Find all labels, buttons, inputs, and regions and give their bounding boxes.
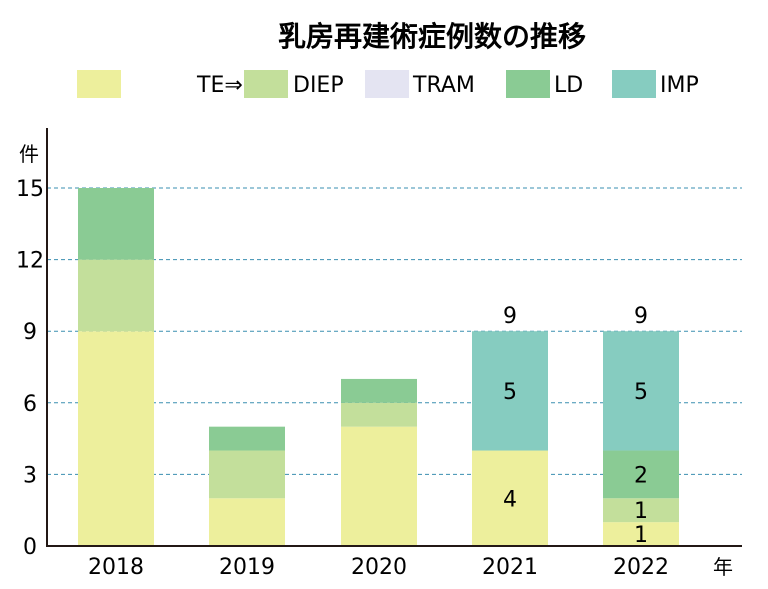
y-tick-label: 9 — [23, 320, 37, 345]
data-label-ld-2022: 2 — [634, 463, 648, 488]
legend-swatch-diep — [244, 70, 288, 98]
bar-imp-2022 — [603, 331, 679, 451]
bar-diep-2018 — [78, 259, 154, 332]
bar-ld-2018 — [78, 188, 154, 260]
x-tick-label: 2018 — [88, 555, 144, 580]
bar-te-imp-2019 — [209, 498, 285, 546]
bar-te-imp-2020 — [341, 426, 417, 546]
y-tick-label: 15 — [16, 177, 44, 202]
legend-swatch-tram — [365, 70, 409, 98]
data-label-diep-2022: 1 — [634, 499, 648, 524]
y-tick-labels: 0 3 6 9 12 15 — [16, 177, 44, 560]
total-label-2022: 9 — [634, 304, 648, 329]
data-label-imp-2021: 5 — [503, 380, 517, 405]
bar-diep-2019 — [209, 450, 285, 499]
bar-diep-2020 — [341, 402, 417, 427]
legend-label-diep: DIEP — [293, 73, 344, 98]
data-label-imp-2022: 5 — [634, 380, 648, 405]
gridlines — [47, 187, 742, 475]
data-label-te-imp-2022: 1 — [634, 523, 648, 548]
bar-labels: 4 5 9 11 2 5 9 — [503, 304, 648, 548]
bar-ld-2022 — [603, 450, 679, 499]
data-label-te-imp-2021: 4 — [503, 487, 517, 512]
x-axis-unit: 年 — [713, 555, 733, 579]
legend-label-tram: TRAM — [412, 73, 475, 98]
y-tick-label: 6 — [23, 392, 37, 417]
legend-swatch-ld — [506, 70, 550, 98]
legend: TE⇒IMP DIEP TRAM LD IMP — [77, 70, 699, 98]
y-axis-unit: 件 — [19, 142, 39, 166]
x-tick-label: 2020 — [351, 555, 407, 580]
x-tick-label: 2021 — [482, 555, 538, 580]
legend-label-imp: IMP — [660, 73, 699, 98]
bar-te-imp-2018 — [78, 331, 154, 546]
bar-te-imp-2022 — [603, 522, 679, 546]
y-tick-label: 12 — [16, 249, 44, 274]
bar-te-imp-2021 — [472, 450, 548, 546]
x-tick-label: 2019 — [219, 555, 275, 580]
bar-ld-2019 — [209, 426, 285, 451]
legend-label-ld: LD — [554, 73, 583, 98]
bar-diep-2022 — [603, 498, 679, 523]
total-label-2021: 9 — [503, 304, 517, 329]
bar-imp-2021 — [472, 331, 548, 451]
bar-ld-2020 — [341, 378, 417, 403]
x-tick-labels: 2018 2019 2020 2021 2022 — [88, 555, 669, 580]
chart-title: 乳房再建術症例数の推移 — [278, 20, 586, 53]
y-tick-label: 0 — [23, 535, 37, 560]
legend-swatch-imp — [612, 70, 656, 98]
axes — [46, 128, 742, 547]
legend-swatch-te-imp — [77, 70, 121, 98]
bars — [78, 188, 679, 546]
y-tick-label: 3 — [23, 463, 37, 488]
x-tick-label: 2022 — [613, 555, 669, 580]
